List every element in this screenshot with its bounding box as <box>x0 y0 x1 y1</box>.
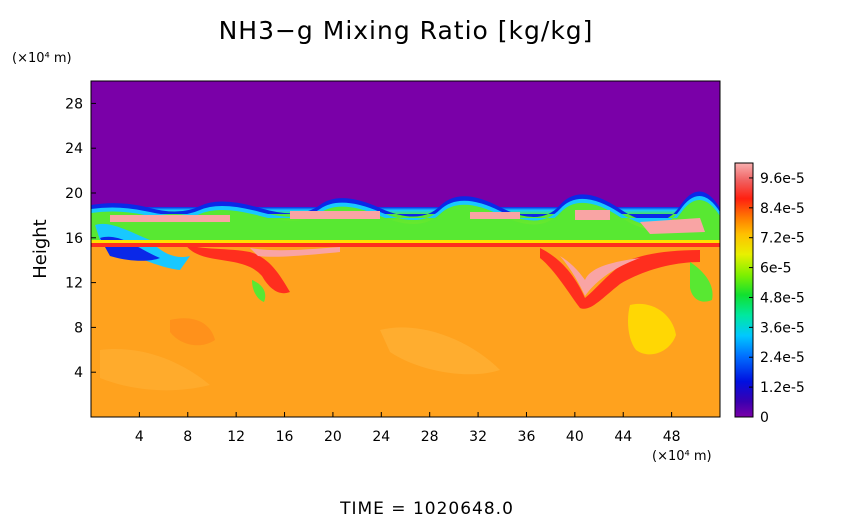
y-axis-title: Height <box>30 219 51 279</box>
band-pink-streak-4 <box>575 210 610 220</box>
x-tick-label: 24 <box>372 429 390 445</box>
chart-title: NH3−g Mixing Ratio [kg/kg] <box>219 16 594 45</box>
plume-green-left <box>252 280 266 302</box>
colorbar-tick-label: 2.4e-5 <box>760 350 805 366</box>
colorbar-tick-label: 1.2e-5 <box>760 380 805 396</box>
band-pink-streak-3 <box>470 212 520 219</box>
colorbar-tick-label: 0 <box>760 410 769 426</box>
x-axis-ticks: 4 8 12 16 20 24 28 32 36 40 44 48 <box>135 412 681 445</box>
x-tick-label: 4 <box>135 429 144 445</box>
y-tick-label: 24 <box>65 141 83 157</box>
plume-red-left <box>185 244 290 294</box>
colorbar-tick-label: 6e-5 <box>760 261 791 277</box>
x-tick-label: 40 <box>566 429 584 445</box>
plume-pink-right <box>560 256 640 296</box>
y-tick-label: 4 <box>74 365 83 381</box>
y-tick-label: 16 <box>65 231 83 247</box>
x-tick-label: 28 <box>421 429 439 445</box>
x-tick-label: 36 <box>518 429 536 445</box>
y-tick-label: 8 <box>74 320 83 336</box>
y-axis-ticks: 4 8 12 16 20 24 28 <box>65 96 96 381</box>
lower-eddy-3 <box>100 349 210 391</box>
plume-yellow-lower <box>628 303 676 355</box>
plume-red-right <box>540 248 700 309</box>
y-axis-unit-label: (×10⁴ m) <box>12 51 72 66</box>
colorbar-tick-label: 7.2e-5 <box>760 231 805 247</box>
x-tick-label: 8 <box>183 429 192 445</box>
plot-frame <box>90 80 721 418</box>
colorbar: 9.6e-5 8.4e-5 7.2e-5 6e-5 4.8e-5 3.6e-5 2.4e-5… <box>734 162 805 426</box>
x-tick-label: 44 <box>614 429 632 445</box>
x-tick-label: 20 <box>324 429 342 445</box>
colorbar-tick-label: 4.8e-5 <box>760 290 805 306</box>
band-red-edge <box>91 243 720 247</box>
plume-pink-left <box>250 247 340 257</box>
lower-eddy-2 <box>380 327 500 375</box>
heatmap-field <box>91 81 720 417</box>
y-tick-label: 28 <box>65 96 83 112</box>
colorbar-ticks: 9.6e-5 8.4e-5 7.2e-5 6e-5 4.8e-5 3.6e-5 2.4e-5… <box>749 171 805 426</box>
x-tick-label: 12 <box>227 429 245 445</box>
plume-green-right <box>690 262 713 302</box>
x-tick-label: 16 <box>276 429 294 445</box>
colorbar-tick-label: 8.4e-5 <box>760 201 805 217</box>
x-axis-unit-label: (×10⁴ m) <box>652 449 712 464</box>
y-tick-label: 20 <box>65 186 83 202</box>
colorbar-tick-label: 3.6e-5 <box>760 320 805 336</box>
band-green-core <box>91 199 720 240</box>
band-pink-streak-5 <box>640 218 705 234</box>
colorbar-gradient <box>734 162 754 418</box>
x-tick-label: 48 <box>663 429 681 445</box>
upper-layer-region <box>91 81 720 211</box>
band-pink-streak-2 <box>290 211 380 219</box>
colorbar-tick-label: 9.6e-5 <box>760 171 805 187</box>
lower-eddy-1 <box>170 318 215 346</box>
y-tick-label: 12 <box>65 276 83 292</box>
x-tick-label: 32 <box>469 429 487 445</box>
band-pink-streak-1 <box>110 215 230 222</box>
time-label: TIME = 1020648.0 <box>339 499 514 519</box>
